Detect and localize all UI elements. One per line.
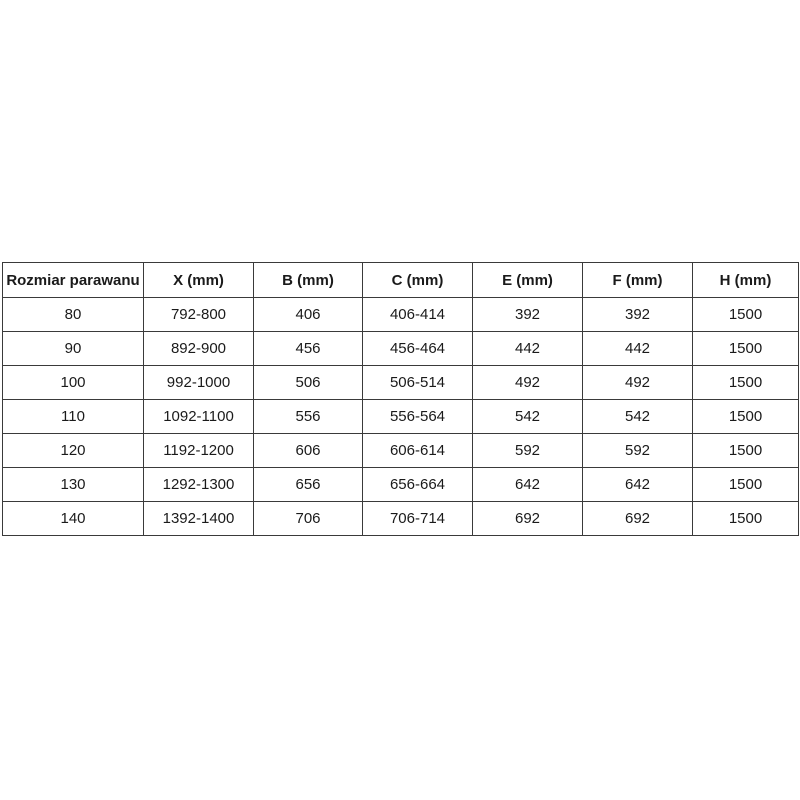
- table-cell: 1500: [692, 433, 799, 468]
- header-cell: Rozmiar parawanu: [2, 262, 144, 298]
- table-cell: 592: [582, 433, 693, 468]
- header-row: Rozmiar parawanu X (mm) B (mm) C (mm) E (mm)…: [2, 262, 799, 298]
- table-cell: 120: [2, 433, 144, 468]
- table-cell: 542: [472, 399, 583, 434]
- size-spec-table-container: Rozmiar parawanu X (mm) B (mm) C (mm) E (mm)…: [2, 262, 799, 536]
- table-cell: 556-564: [362, 399, 473, 434]
- table-cell: 90: [2, 331, 144, 366]
- table-cell: 592: [472, 433, 583, 468]
- table-cell: 706: [253, 501, 363, 536]
- table-cell: 692: [582, 501, 693, 536]
- table-cell: 1500: [692, 399, 799, 434]
- table-cell: 1092-1100: [143, 399, 254, 434]
- size-spec-table: Rozmiar parawanu X (mm) B (mm) C (mm) E (mm)…: [2, 262, 799, 536]
- table-cell: 692: [472, 501, 583, 536]
- table-cell: 1500: [692, 501, 799, 536]
- table-cell: 506-514: [362, 365, 473, 400]
- table-row: 100 992-1000 506 506-514 492 492 1500: [2, 365, 799, 400]
- table-cell: 492: [582, 365, 693, 400]
- header-cell: X (mm): [143, 262, 254, 298]
- header-cell: C (mm): [362, 262, 473, 298]
- table-cell: 1500: [692, 297, 799, 332]
- table-cell: 406: [253, 297, 363, 332]
- table-cell: 456: [253, 331, 363, 366]
- table-cell: 442: [472, 331, 583, 366]
- table-row: 80 792-800 406 406-414 392 392 1500: [2, 297, 799, 332]
- header-cell: B (mm): [253, 262, 363, 298]
- table-cell: 110: [2, 399, 144, 434]
- table-header: Rozmiar parawanu X (mm) B (mm) C (mm) E (mm)…: [2, 262, 799, 298]
- table-row: 130 1292-1300 656 656-664 642 642 1500: [2, 467, 799, 502]
- table-cell: 442: [582, 331, 693, 366]
- header-cell: E (mm): [472, 262, 583, 298]
- table-cell: 642: [472, 467, 583, 502]
- table-cell: 1500: [692, 467, 799, 502]
- table-cell: 1500: [692, 331, 799, 366]
- table-cell: 130: [2, 467, 144, 502]
- table-cell: 542: [582, 399, 693, 434]
- header-cell: F (mm): [582, 262, 693, 298]
- table-cell: 506: [253, 365, 363, 400]
- header-cell: H (mm): [692, 262, 799, 298]
- table-row: 110 1092-1100 556 556-564 542 542 1500: [2, 399, 799, 434]
- table-cell: 1500: [692, 365, 799, 400]
- table-cell: 892-900: [143, 331, 254, 366]
- table-cell: 992-1000: [143, 365, 254, 400]
- table-row: 90 892-900 456 456-464 442 442 1500: [2, 331, 799, 366]
- table-cell: 392: [472, 297, 583, 332]
- table-row: 140 1392-1400 706 706-714 692 692 1500: [2, 501, 799, 536]
- table-cell: 100: [2, 365, 144, 400]
- table-cell: 656-664: [362, 467, 473, 502]
- table-cell: 1392-1400: [143, 501, 254, 536]
- table-cell: 406-414: [362, 297, 473, 332]
- table-cell: 656: [253, 467, 363, 502]
- table-cell: 456-464: [362, 331, 473, 366]
- table-row: 120 1192-1200 606 606-614 592 592 1500: [2, 433, 799, 468]
- table-cell: 80: [2, 297, 144, 332]
- table-cell: 140: [2, 501, 144, 536]
- table-cell: 606: [253, 433, 363, 468]
- table-cell: 606-614: [362, 433, 473, 468]
- table-cell: 492: [472, 365, 583, 400]
- table-body: 80 792-800 406 406-414 392 392 1500 90 892-900 45…: [2, 297, 799, 536]
- table-cell: 792-800: [143, 297, 254, 332]
- table-cell: 556: [253, 399, 363, 434]
- table-cell: 706-714: [362, 501, 473, 536]
- table-cell: 1292-1300: [143, 467, 254, 502]
- table-cell: 642: [582, 467, 693, 502]
- table-cell: 392: [582, 297, 693, 332]
- table-cell: 1192-1200: [143, 433, 254, 468]
